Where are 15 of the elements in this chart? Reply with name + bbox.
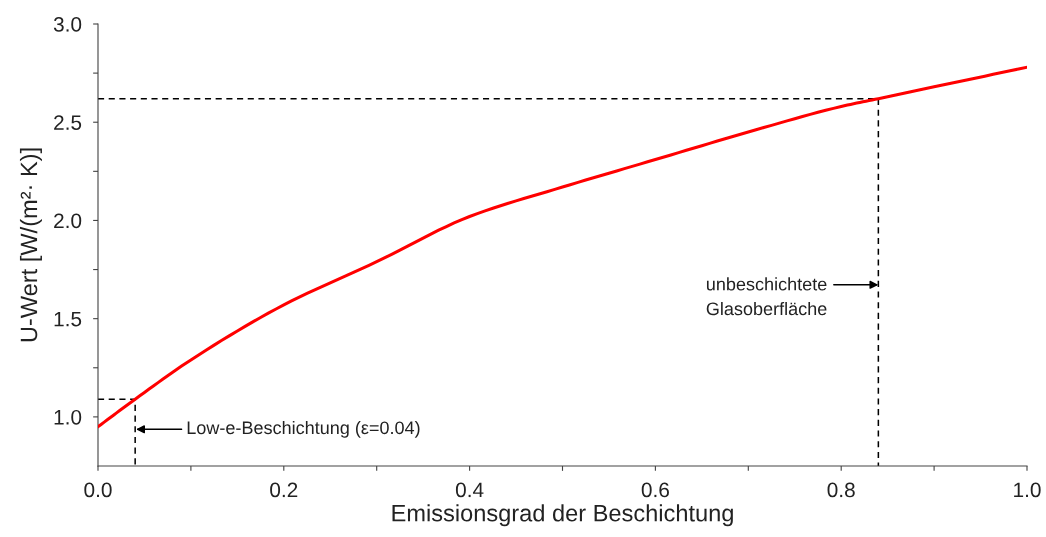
y-axis-title: U-Wert [W/(m²· K)]	[19, 148, 42, 342]
y-tick-label: 1.5	[54, 311, 82, 327]
x-tick-label: 0.2	[270, 482, 298, 498]
annotation: unbeschichtete Glasoberfläche	[706, 277, 827, 316]
x-tick-label: 0.8	[827, 482, 855, 498]
x-tick-label: 1.0	[1014, 482, 1041, 498]
y-tick-label: 1.0	[54, 409, 82, 425]
y-tick-label: 2.0	[54, 213, 82, 229]
y-tick-label: 3.0	[53, 17, 82, 32]
x-axis-title: Emissionsgrad der Beschichtung	[392, 504, 733, 527]
x-tick-label: 0.0	[84, 482, 112, 498]
annotation: Low-e-Beschichtung (ε=0.04)	[187, 420, 420, 438]
x-tick-label: 0.4	[455, 482, 484, 498]
y-tick-label: 2.5	[54, 115, 82, 130]
x-tick-label: 0.6	[641, 482, 669, 498]
